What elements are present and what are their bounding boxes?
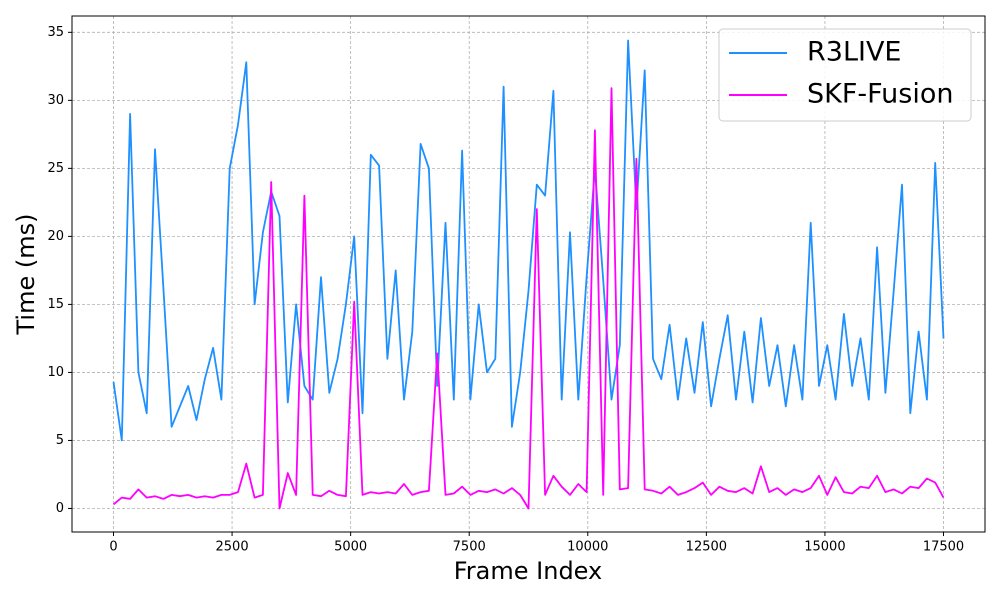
- line-series: [112, 87, 945, 510]
- x-tick-label: 0: [109, 540, 117, 555]
- legend-label: R3LIVE: [807, 37, 901, 68]
- x-axis-label: Frame Index: [454, 557, 602, 585]
- x-tick-label: 17500: [923, 540, 964, 555]
- line-series: [112, 39, 945, 442]
- y-tick-label: 15: [47, 297, 64, 312]
- x-tick-label: 10000: [567, 540, 608, 555]
- x-tick-label: 15000: [804, 540, 845, 555]
- y-tick-label: 25: [47, 161, 64, 176]
- x-tick-label: 5000: [334, 540, 367, 555]
- y-tick-label: 30: [47, 93, 64, 108]
- plot-frame: [71, 15, 986, 533]
- x-tick-label: 12500: [686, 540, 727, 555]
- y-tick-label: 35: [47, 25, 64, 40]
- y-tick-label: 20: [47, 229, 64, 244]
- y-tick-label: 0: [56, 501, 64, 516]
- y-tick-label: 10: [47, 365, 64, 380]
- x-tick-label: 7500: [453, 540, 486, 555]
- y-axis-label: Time (ms): [12, 214, 40, 336]
- legend-label: SKF-Fusion: [807, 79, 953, 110]
- x-tick-label: 2500: [216, 540, 249, 555]
- y-tick-label: 5: [56, 433, 64, 448]
